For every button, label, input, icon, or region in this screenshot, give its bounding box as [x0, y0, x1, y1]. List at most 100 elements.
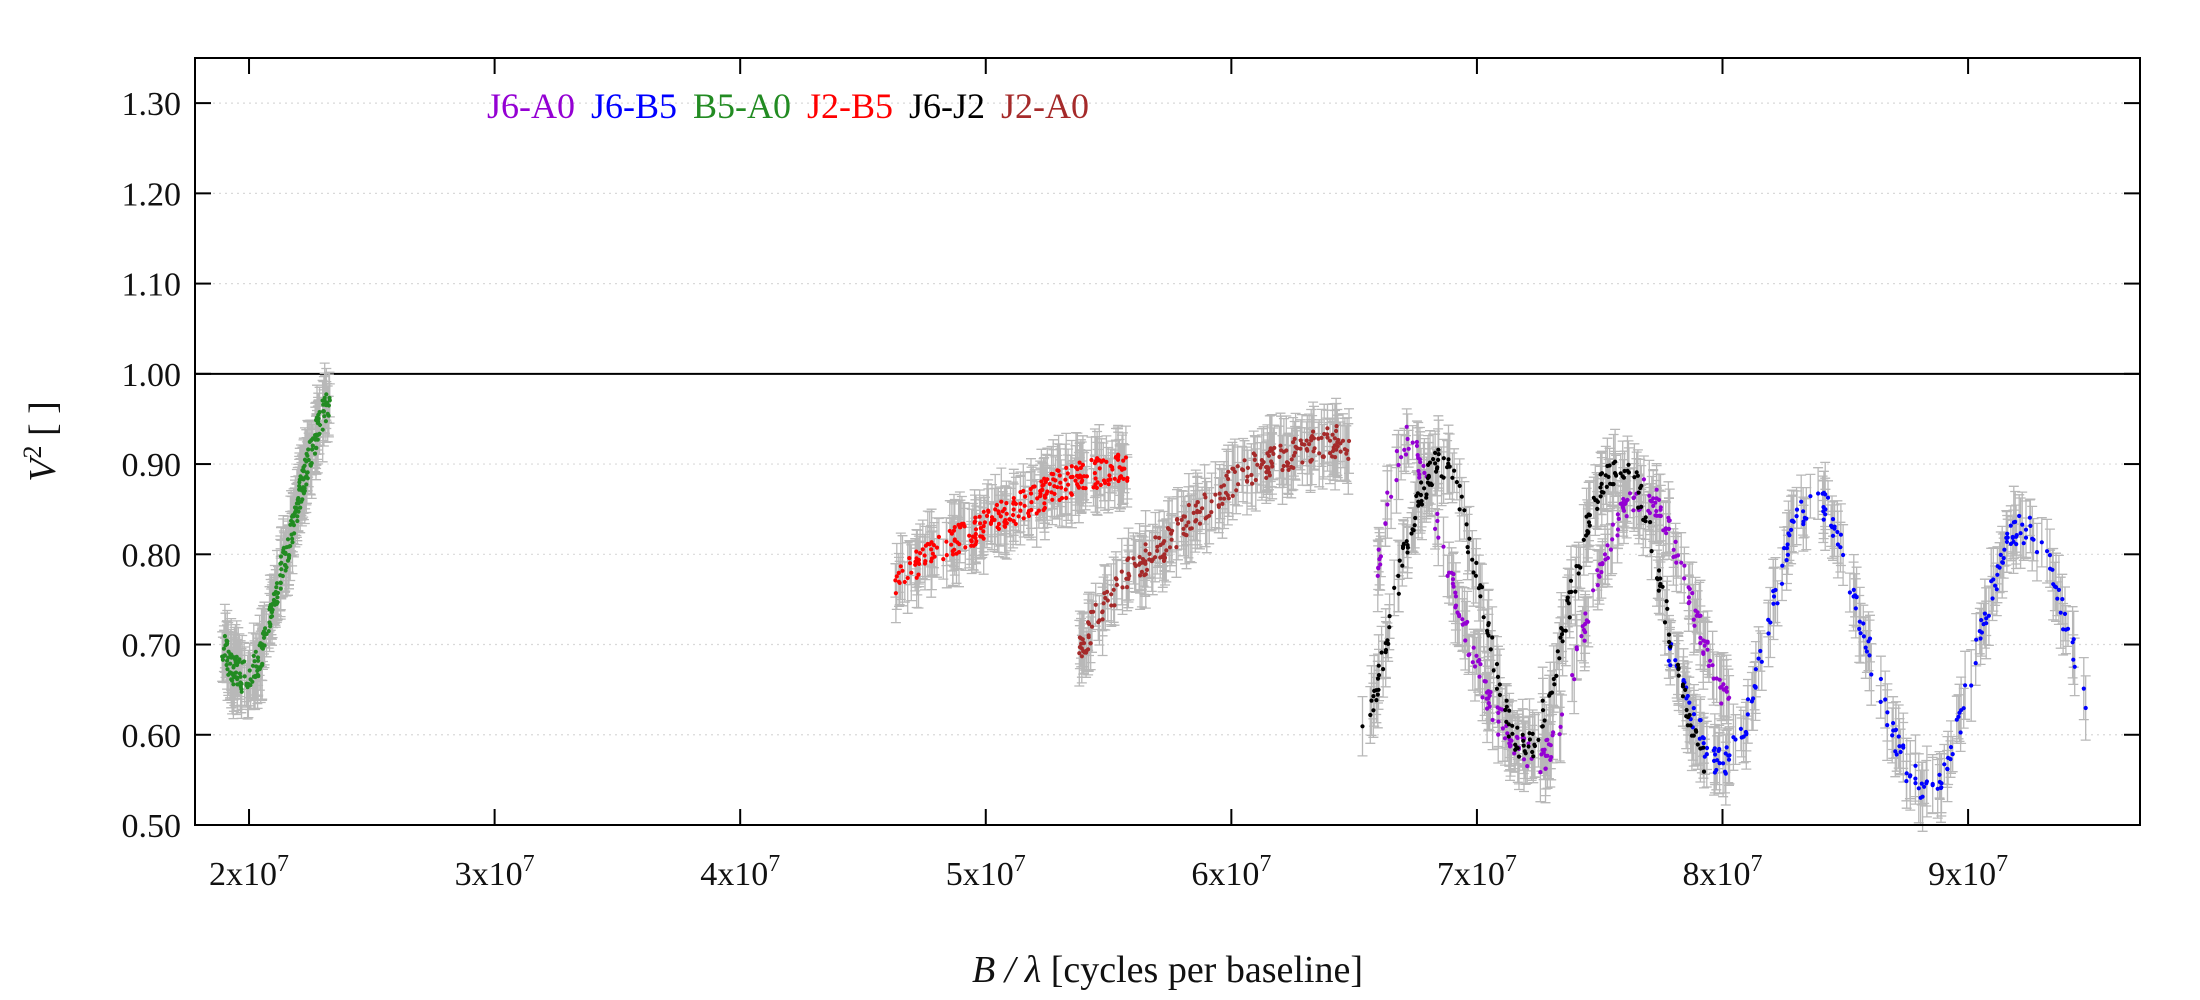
data-point	[1598, 485, 1603, 490]
data-point	[1252, 457, 1257, 462]
data-point	[1523, 751, 1528, 756]
data-point	[1551, 676, 1556, 682]
data-point	[1548, 757, 1553, 763]
data-point	[1473, 573, 1478, 578]
data-point	[1406, 446, 1411, 451]
x-tick-label-base: 7x10	[1437, 856, 1505, 893]
data-point	[1216, 504, 1221, 509]
data-point	[1540, 724, 1545, 729]
data-point	[1093, 602, 1098, 607]
data-point	[900, 568, 905, 573]
data-point	[1308, 458, 1313, 463]
data-point	[1835, 529, 1840, 535]
data-point	[1504, 704, 1509, 709]
data-point	[1599, 481, 1604, 486]
data-point	[958, 525, 963, 530]
data-point	[1119, 467, 1125, 472]
data-point	[1610, 537, 1615, 542]
data-point	[1615, 533, 1620, 538]
data-point	[1794, 507, 1800, 512]
data-point	[1042, 501, 1047, 506]
data-point	[1029, 500, 1034, 505]
data-point	[1530, 749, 1535, 755]
data-point	[1626, 462, 1631, 467]
data-point	[1665, 606, 1670, 611]
data-point	[247, 668, 252, 673]
data-point	[1835, 542, 1840, 547]
data-point	[1113, 455, 1119, 460]
data-point	[1197, 521, 1203, 526]
data-point	[1657, 513, 1662, 518]
x-tick-label-base: 6x10	[1191, 856, 1259, 893]
data-point	[1506, 722, 1511, 727]
data-point	[1710, 663, 1715, 668]
data-point	[915, 560, 920, 565]
data-point	[1542, 747, 1547, 752]
data-point	[1494, 662, 1500, 667]
data-point	[2001, 556, 2006, 561]
data-point	[1467, 536, 1472, 541]
data-point	[1164, 548, 1169, 553]
data-point	[1042, 476, 1047, 481]
legend-entry-J6-B5: J6-B5	[591, 86, 677, 126]
data-point	[1540, 698, 1545, 703]
data-point	[1089, 624, 1095, 629]
data-point	[1271, 451, 1276, 456]
data-point	[949, 531, 955, 536]
data-point	[1447, 570, 1452, 575]
data-point	[1705, 640, 1710, 645]
data-point	[1415, 491, 1420, 496]
data-point	[305, 476, 310, 481]
data-point	[1595, 506, 1600, 511]
data-point	[1396, 462, 1401, 468]
data-point	[1544, 738, 1549, 743]
data-point	[1457, 614, 1462, 619]
data-point	[1853, 593, 1858, 598]
data-point	[1821, 509, 1826, 514]
data-point	[1693, 728, 1698, 733]
data-point	[234, 654, 239, 659]
data-point	[1266, 470, 1272, 475]
data-point	[1821, 490, 1826, 495]
data-point	[922, 553, 927, 558]
data-point	[1603, 557, 1608, 562]
data-point	[1451, 572, 1456, 577]
x-tick-label: 5x107	[946, 851, 1026, 893]
data-point	[1058, 480, 1063, 485]
data-point	[1077, 651, 1082, 656]
data-point	[951, 528, 957, 533]
data-point	[1293, 450, 1298, 455]
data-point	[2023, 527, 2029, 532]
data-point	[1076, 485, 1081, 490]
data-point	[1433, 526, 1438, 532]
data-point	[1994, 587, 1999, 592]
data-point	[1785, 552, 1790, 557]
data-point	[2021, 541, 2026, 546]
data-point	[1937, 779, 1942, 785]
data-point	[1070, 474, 1075, 479]
x-axis-title: B / λ [cycles per baseline]	[972, 949, 1363, 991]
data-point	[1051, 472, 1056, 477]
data-point	[1292, 436, 1297, 441]
data-point	[1374, 698, 1379, 703]
data-point	[1259, 458, 1264, 463]
data-point	[1174, 545, 1179, 550]
data-point	[2055, 596, 2060, 601]
data-point	[1974, 637, 1979, 642]
data-point	[1003, 518, 1008, 523]
data-point	[984, 513, 990, 519]
data-point	[1610, 482, 1615, 487]
data-point	[1937, 772, 1942, 777]
data-point	[1712, 758, 1717, 764]
data-point	[1394, 478, 1399, 483]
data-point	[1478, 594, 1483, 599]
data-point	[1701, 650, 1706, 655]
data-point	[1289, 457, 1294, 462]
data-point	[1385, 490, 1390, 495]
data-point	[1097, 466, 1102, 471]
data-point	[1075, 467, 1080, 472]
data-point	[1913, 763, 1918, 768]
data-point	[298, 505, 303, 510]
data-point	[944, 539, 949, 544]
data-point	[1639, 483, 1644, 488]
